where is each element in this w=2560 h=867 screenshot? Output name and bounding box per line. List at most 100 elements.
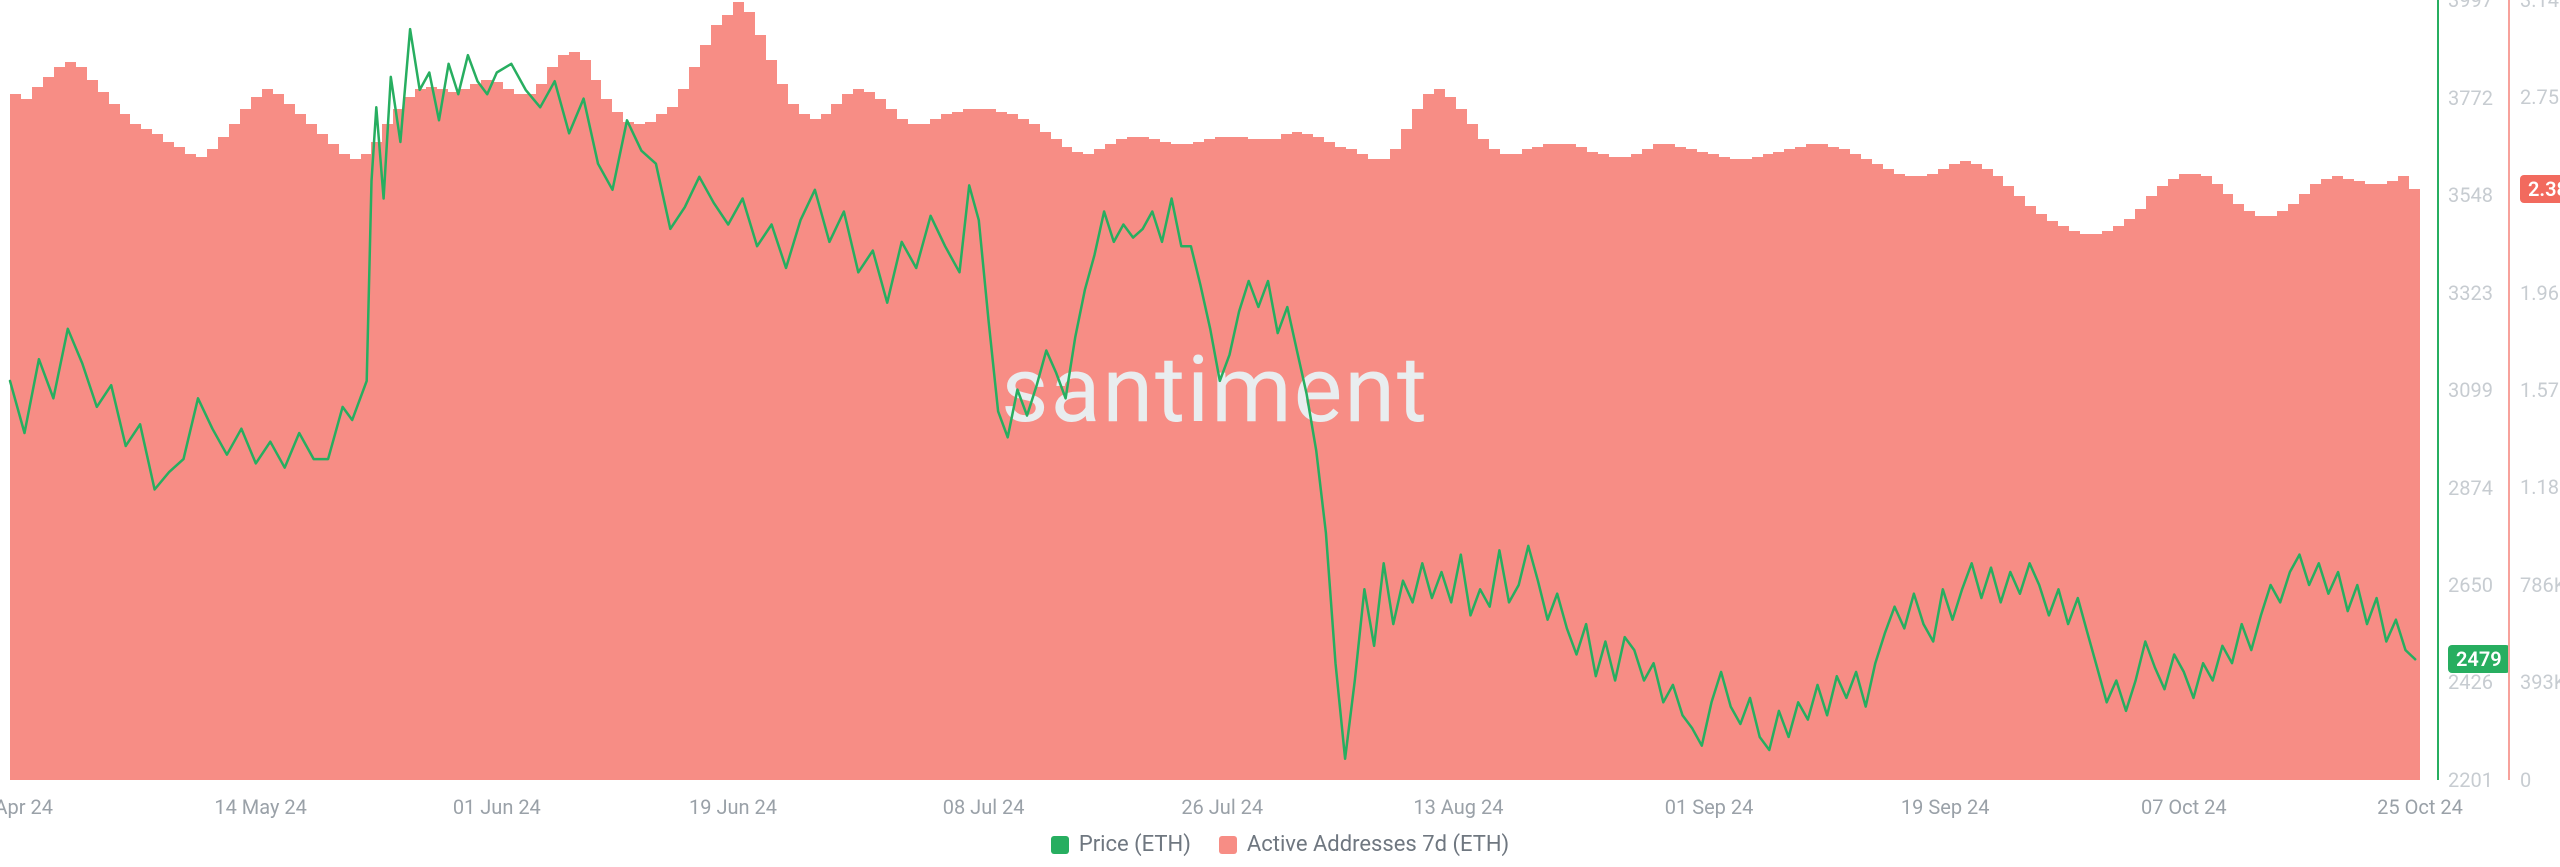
addresses-bar (87, 80, 98, 781)
addresses-bar (656, 114, 667, 780)
addresses-bar (1576, 147, 1587, 780)
addresses-bar (2299, 194, 2310, 780)
addresses-bar (1423, 94, 1434, 780)
addresses-bar (1248, 139, 1259, 780)
addresses-bar (1773, 152, 1784, 780)
addresses-tick: 1.18M (2520, 475, 2560, 499)
addresses-bar (251, 97, 262, 780)
addresses-bar (1653, 144, 1664, 780)
addresses-bar (996, 112, 1007, 780)
addresses-bar (1138, 137, 1149, 780)
price-tick: 2874 (2448, 476, 2493, 500)
addresses-bar (163, 142, 174, 780)
addresses-bar (766, 60, 777, 780)
plot-area[interactable]: santiment (10, 0, 2420, 780)
addresses-bar (1357, 154, 1368, 780)
addresses-bar (591, 80, 602, 781)
price-axis-line (2437, 0, 2439, 780)
x-tick: 26 Jul 24 (1181, 795, 1263, 819)
addresses-bar (930, 119, 941, 780)
addresses-bar (1565, 144, 1576, 780)
x-tick: 19 Jun 24 (689, 795, 777, 819)
addresses-bar (174, 147, 185, 780)
addresses-bar (569, 52, 580, 780)
x-tick: 25 Oct 24 (2377, 795, 2463, 819)
addresses-bar (1828, 147, 1839, 780)
addresses-bar (2354, 181, 2365, 780)
addresses-bar (2277, 211, 2288, 780)
addresses-bar (821, 114, 832, 780)
addresses-bar (481, 80, 492, 781)
addresses-bar (1182, 144, 1193, 780)
addresses-bar (2201, 176, 2212, 780)
addresses-bar (1149, 139, 1160, 780)
addresses-bar (777, 84, 788, 780)
addresses-bar (1532, 147, 1543, 780)
addresses-bar (339, 154, 350, 780)
addresses-bar (76, 67, 87, 780)
legend-swatch-price (1051, 836, 1069, 854)
addresses-bar (1018, 119, 1029, 780)
addresses-bar (1806, 144, 1817, 780)
addresses-bar (1554, 144, 1565, 780)
addresses-bar (985, 109, 996, 780)
addresses-bar (1467, 124, 1478, 780)
legend-item-price[interactable]: Price (ETH) (1051, 832, 1191, 857)
price-tick: 3772 (2448, 86, 2493, 110)
addresses-bar (317, 134, 328, 780)
addresses-bar (1281, 134, 1292, 780)
addresses-bar (1489, 149, 1500, 780)
addresses-bar (689, 67, 700, 780)
addresses-bar (120, 114, 131, 780)
addresses-bar (2157, 186, 2168, 780)
addresses-bar (1478, 139, 1489, 780)
addresses-bar (2266, 216, 2277, 780)
addresses-axis-line (2508, 0, 2510, 780)
addresses-bar (897, 119, 908, 780)
addresses-bar (1007, 114, 1018, 780)
addresses-bar (382, 124, 393, 780)
addresses-bar (612, 112, 623, 780)
addresses-area-series (10, 0, 2420, 780)
addresses-bar (503, 89, 514, 780)
addresses-bar (109, 104, 120, 780)
addresses-tick: 393K (2520, 670, 2560, 694)
addresses-bar (1029, 124, 1040, 780)
addresses-bar (514, 94, 525, 780)
addresses-bar (623, 122, 634, 780)
addresses-bar (2124, 219, 2135, 780)
addresses-bar (700, 45, 711, 780)
addresses-bar (525, 94, 536, 780)
addresses-bar (218, 137, 229, 780)
addresses-bar (2179, 174, 2190, 780)
addresses-bar (2387, 181, 2398, 780)
addresses-bar (328, 144, 339, 780)
addresses-bar (2409, 189, 2420, 780)
addresses-tick: 2.75M (2520, 85, 2560, 109)
addresses-bar (1171, 144, 1182, 780)
x-tick: 25 Apr 24 (0, 795, 53, 819)
addresses-bar (2223, 194, 2234, 780)
addresses-bar (1949, 164, 1960, 780)
addresses-bar (536, 84, 547, 780)
addresses-bar (1040, 132, 1051, 780)
addresses-bar (306, 124, 317, 780)
addresses-bar (875, 99, 886, 780)
x-tick: 01 Sep 24 (1665, 795, 1754, 819)
addresses-bar (295, 114, 306, 780)
addresses-bar (240, 109, 251, 780)
addresses-bar (580, 60, 591, 780)
addresses-bar (1335, 147, 1346, 780)
addresses-bar (1916, 176, 1927, 780)
price-tick: 3323 (2448, 281, 2493, 305)
legend-item-addresses[interactable]: Active Addresses 7d (ETH) (1219, 832, 1509, 857)
addresses-bar (1960, 161, 1971, 780)
addresses-bar (1719, 157, 1730, 781)
addresses-bar (1204, 139, 1215, 780)
addresses-bar (130, 124, 141, 780)
addresses-bar (229, 124, 240, 780)
legend-label-price: Price (ETH) (1079, 832, 1191, 857)
addresses-bar (1883, 169, 1894, 780)
addresses-bar (547, 67, 558, 780)
addresses-bar (2047, 221, 2058, 780)
